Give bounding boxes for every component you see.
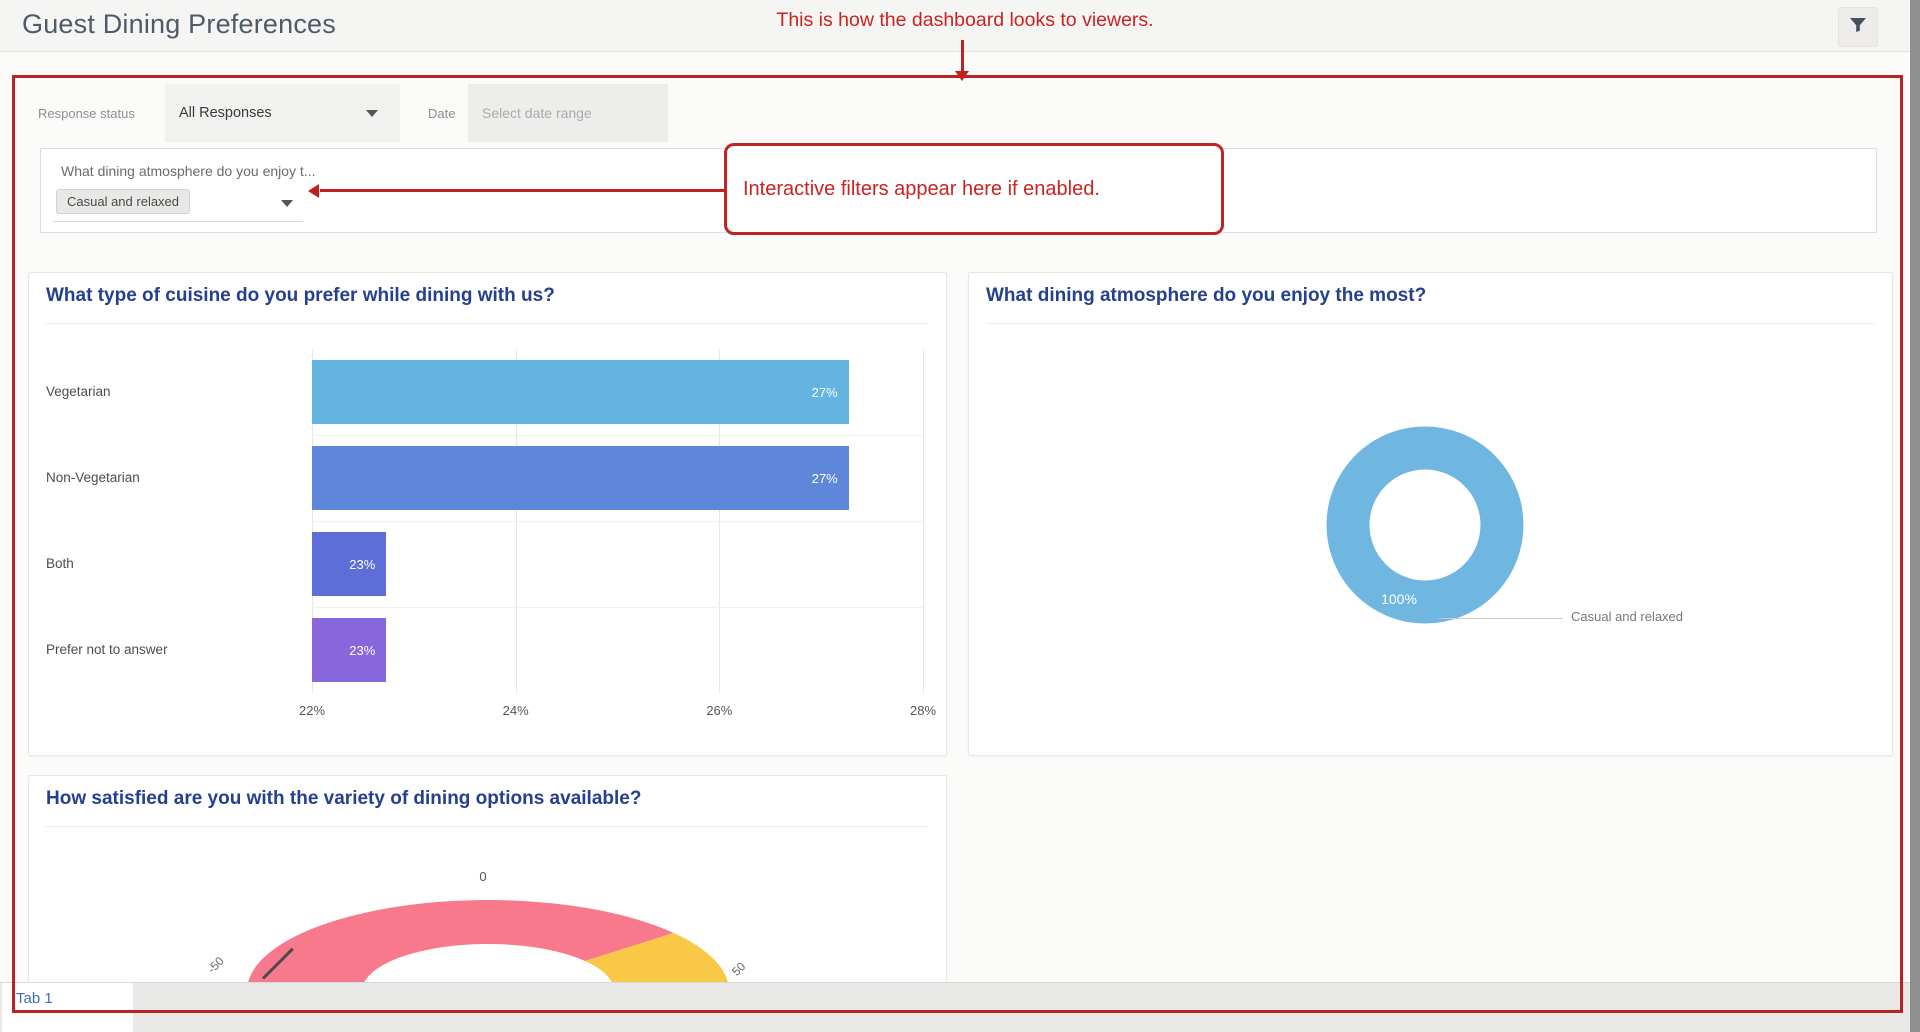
filter-button[interactable]: [1838, 7, 1878, 47]
tab-1[interactable]: Tab 1: [2, 983, 133, 1032]
row-separator: [312, 435, 923, 436]
x-tick-label: 26%: [706, 703, 733, 718]
annotation-filter-note: Interactive filters appear here if enabl…: [743, 177, 1100, 200]
bar-vegetarian[interactable]: 27%: [312, 360, 849, 424]
bar-axis: 22% 24% 26% 28%: [299, 697, 936, 718]
question-filter-dropdown[interactable]: Casual and relaxed: [53, 186, 303, 222]
funnel-icon: [1848, 15, 1868, 40]
date-label: Date: [428, 106, 456, 121]
selected-answer-chip: Casual and relaxed: [56, 189, 191, 214]
bar-categories: Vegetarian Non-Vegetarian Both Prefer not t…: [46, 349, 296, 693]
donut-value-label: 100%: [1381, 591, 1417, 607]
x-tick-label: 24%: [502, 703, 529, 718]
x-tick-label: 22%: [298, 703, 326, 718]
bar-both[interactable]: 23%: [312, 532, 387, 596]
annotation-left-arrowhead-icon: [308, 184, 319, 198]
donut-slice-label: Casual and relaxed: [1571, 609, 1684, 624]
divider: [986, 323, 1875, 324]
bar-value-label: 27%: [811, 384, 838, 400]
bar-plot: 27% 27% 23% 23%: [312, 349, 924, 693]
chart-title: What type of cuisine do you prefer while…: [46, 285, 555, 306]
bar-value-label: 27%: [811, 470, 838, 486]
chart-title: What dining atmosphere do you enjoy the …: [986, 285, 1427, 306]
bar-value-label: 23%: [349, 642, 376, 658]
leader-line: [1439, 618, 1563, 619]
divider: [46, 826, 929, 827]
row-separator: [312, 521, 923, 522]
atmosphere-chart-card: What dining atmosphere do you enjoy the …: [968, 272, 1893, 756]
bar-category-label: Non-Vegetarian: [46, 470, 140, 485]
gridline: [923, 349, 924, 693]
response-status-label: Response status: [38, 106, 135, 121]
gauge-tick-0: 0: [479, 869, 487, 884]
scrollbar-thumb[interactable]: [1910, 0, 1920, 1032]
annotation-down-arrowhead-icon: [955, 71, 969, 81]
page-title: Guest Dining Preferences: [22, 9, 336, 39]
tab-1-label: Tab 1: [16, 990, 53, 1007]
date-range-input[interactable]: [468, 84, 668, 142]
gauge-chart[interactable]: [246, 898, 730, 992]
row-separator: [312, 607, 923, 608]
response-status-dropdown[interactable]: All Responses: [165, 84, 400, 142]
gauge-segment: [247, 900, 674, 991]
bar-value-label: 23%: [349, 556, 376, 572]
bar-non-vegetarian[interactable]: 27%: [312, 446, 849, 510]
bar-prefer-not-to-answer[interactable]: 23%: [312, 618, 387, 682]
divider: [46, 323, 929, 324]
bar-category-label: Prefer not to answer: [46, 642, 168, 657]
x-tick-label: 28%: [909, 703, 937, 718]
gauge-tick-min: -50: [204, 953, 227, 977]
chevron-down-icon: [281, 200, 293, 207]
annotation-top-note: This is how the dashboard looks to viewe…: [776, 9, 1154, 31]
response-status-value: All Responses: [179, 105, 272, 121]
donut-chart[interactable]: [1315, 415, 1535, 635]
tab-bar: Tab 1: [0, 982, 1920, 1032]
donut-ring: [1326, 426, 1524, 624]
annotation-left-arrow: [320, 189, 726, 192]
bar-category-label: Both: [46, 556, 74, 571]
gauge-segment: [585, 932, 729, 991]
header: Guest Dining Preferences: [0, 0, 1920, 52]
chevron-down-icon: [366, 110, 378, 117]
annotation-down-arrow: [961, 40, 964, 72]
chart-title: How satisfied are you with the variety o…: [46, 788, 642, 809]
question-filter-label: What dining atmosphere do you enjoy t...: [61, 163, 316, 179]
cuisine-chart-card: What type of cuisine do you prefer while…: [28, 272, 947, 756]
vertical-scrollbar[interactable]: [1910, 0, 1920, 1032]
gauge-tick-max: 50: [729, 959, 749, 979]
annotation-filter-note-box: Interactive filters appear here if enabl…: [724, 143, 1224, 235]
bar-category-label: Vegetarian: [46, 384, 111, 399]
